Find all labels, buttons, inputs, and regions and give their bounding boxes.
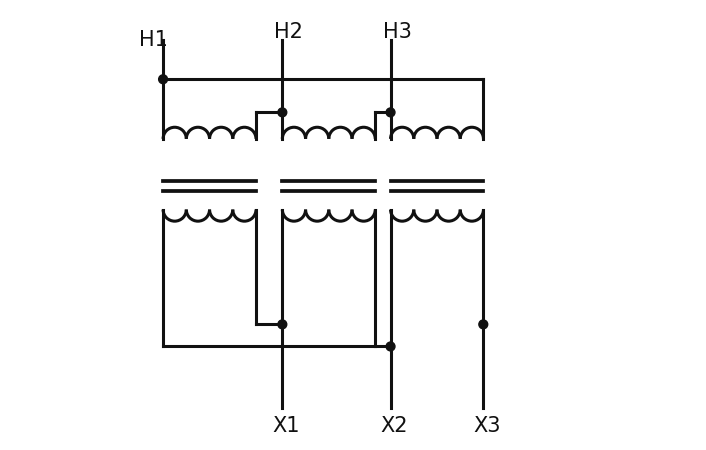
Text: X1: X1 [273,416,300,436]
Circle shape [278,320,287,329]
Text: X2: X2 [381,416,408,436]
Circle shape [386,342,395,351]
Text: X3: X3 [474,416,501,436]
Circle shape [479,320,488,329]
Text: H1: H1 [139,30,167,50]
Text: H2: H2 [275,22,304,41]
Circle shape [386,108,395,117]
Circle shape [159,75,167,84]
Text: H3: H3 [383,22,412,41]
Circle shape [278,108,287,117]
